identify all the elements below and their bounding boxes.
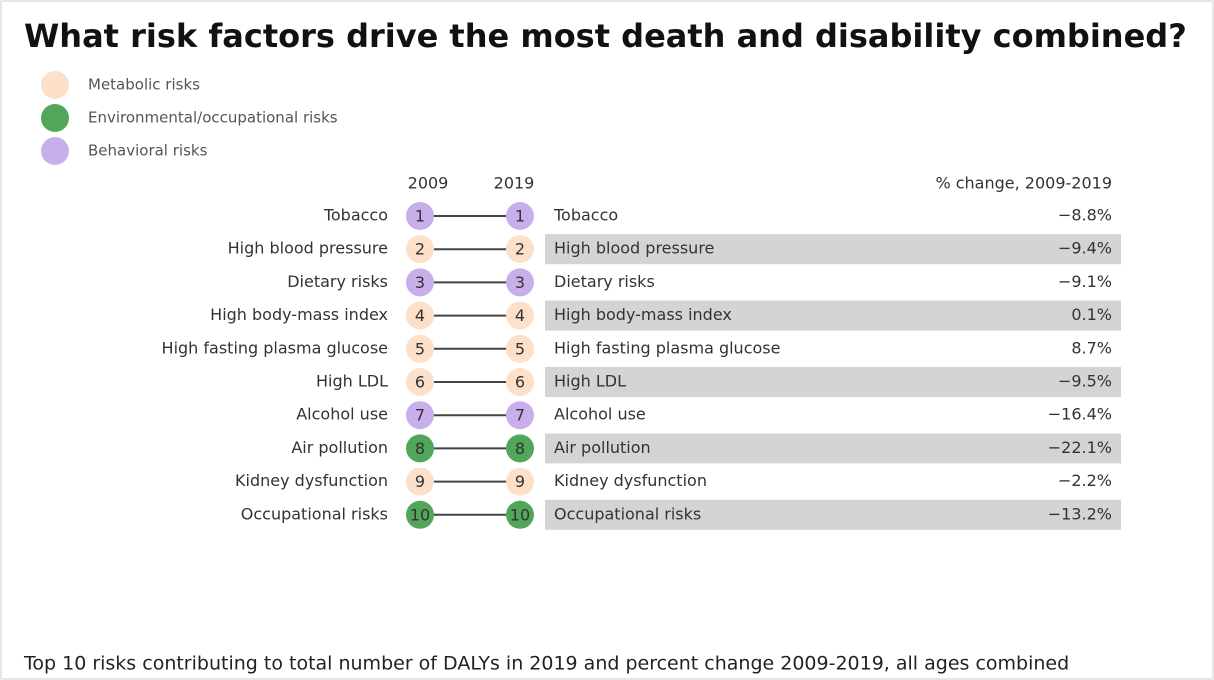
risk-label: Tobacco (323, 206, 388, 225)
legend-swatch (41, 71, 69, 99)
rank-label: 4 (515, 306, 525, 325)
change-label: −16.4% (1048, 405, 1112, 424)
rank-dot (406, 202, 434, 230)
rank-dot (506, 334, 534, 363)
risk-label: Occupational risks (241, 504, 388, 523)
risk-label: Dietary risks (554, 272, 655, 291)
change-label: −13.2% (1048, 504, 1112, 523)
row-band (545, 499, 1121, 530)
rank-dot (406, 235, 434, 264)
rank-label: 3 (415, 273, 425, 292)
row-band (545, 300, 1121, 331)
risk-label: Tobacco (553, 206, 618, 225)
legend-label: Metabolic risks (88, 76, 200, 94)
rank-dot (506, 434, 534, 463)
risk-label: High blood pressure (228, 239, 388, 258)
column-header: % change, 2009-2019 (935, 174, 1112, 193)
rank-label: 1 (415, 207, 425, 226)
title: What risk factors drive the most death a… (24, 17, 1187, 55)
risk-label: Kidney dysfunction (235, 471, 388, 490)
rank-dot (406, 500, 434, 529)
risk-label: Air pollution (291, 438, 388, 457)
rank-dot (506, 500, 534, 529)
rank-dot (506, 301, 534, 330)
rank-dot (506, 235, 534, 264)
risk-label: Air pollution (554, 438, 651, 457)
rank-label: 5 (515, 339, 525, 358)
legend-swatch (41, 137, 69, 165)
legend-swatch (41, 104, 69, 132)
change-label: −9.4% (1058, 239, 1112, 258)
rank-label: 4 (415, 306, 425, 325)
risk-label: Dietary risks (287, 272, 388, 291)
risk-label: High LDL (554, 372, 626, 391)
legend-label: Environmental/occupational risks (88, 109, 338, 127)
footer: Top 10 risks contributing to total numbe… (23, 653, 1069, 675)
risk-label: Occupational risks (554, 504, 701, 523)
rank-dot (406, 401, 434, 430)
change-label: −8.8% (1058, 206, 1112, 225)
row-band (545, 433, 1121, 464)
rank-label: 2 (515, 240, 525, 259)
risk-label: High blood pressure (554, 239, 714, 258)
rank-label: 10 (510, 505, 530, 524)
change-label: −22.1% (1048, 438, 1112, 457)
change-label: 8.7% (1071, 338, 1112, 357)
risk-label: High fasting plasma glucose (554, 338, 780, 357)
rank-label: 7 (515, 406, 525, 425)
rank-label: 8 (415, 439, 425, 458)
risk-label: High fasting plasma glucose (162, 338, 388, 357)
rank-dot (406, 434, 434, 463)
row-band (545, 234, 1121, 265)
rank-label: 3 (515, 273, 525, 292)
legend-label: Behavioral risks (88, 142, 208, 160)
risk-label: Kidney dysfunction (554, 471, 707, 490)
rank-dot (406, 301, 434, 330)
row-band (545, 367, 1121, 397)
column-header: 2019 (494, 174, 535, 193)
risk-label: High body-mass index (554, 305, 732, 324)
rank-dot (406, 368, 434, 396)
risk-label: High LDL (316, 372, 388, 391)
change-label: 0.1% (1071, 305, 1112, 324)
change-label: −9.1% (1058, 272, 1112, 291)
rank-label: 9 (515, 472, 525, 491)
risk-label: Alcohol use (296, 405, 388, 424)
rank-dot (506, 467, 534, 496)
rank-label: 6 (515, 373, 525, 392)
risk-label: High body-mass index (210, 305, 388, 324)
rank-dot (506, 202, 534, 230)
change-label: −9.5% (1058, 372, 1112, 391)
rank-dot (406, 268, 434, 297)
rank-label: 1 (515, 207, 525, 226)
rank-label: 6 (415, 373, 425, 392)
rank-label: 8 (515, 439, 525, 458)
rank-label: 10 (410, 505, 430, 524)
risk-label: Alcohol use (554, 405, 646, 424)
rank-label: 2 (415, 240, 425, 259)
rank-label: 7 (415, 406, 425, 425)
rank-dot (406, 467, 434, 496)
rank-label: 5 (415, 339, 425, 358)
change-label: −2.2% (1058, 471, 1112, 490)
rank-dot (506, 268, 534, 297)
rank-dot (406, 334, 434, 363)
rank-label: 9 (415, 472, 425, 491)
rank-dot (506, 368, 534, 396)
column-header: 2009 (408, 174, 449, 193)
rank-dot (506, 401, 534, 430)
